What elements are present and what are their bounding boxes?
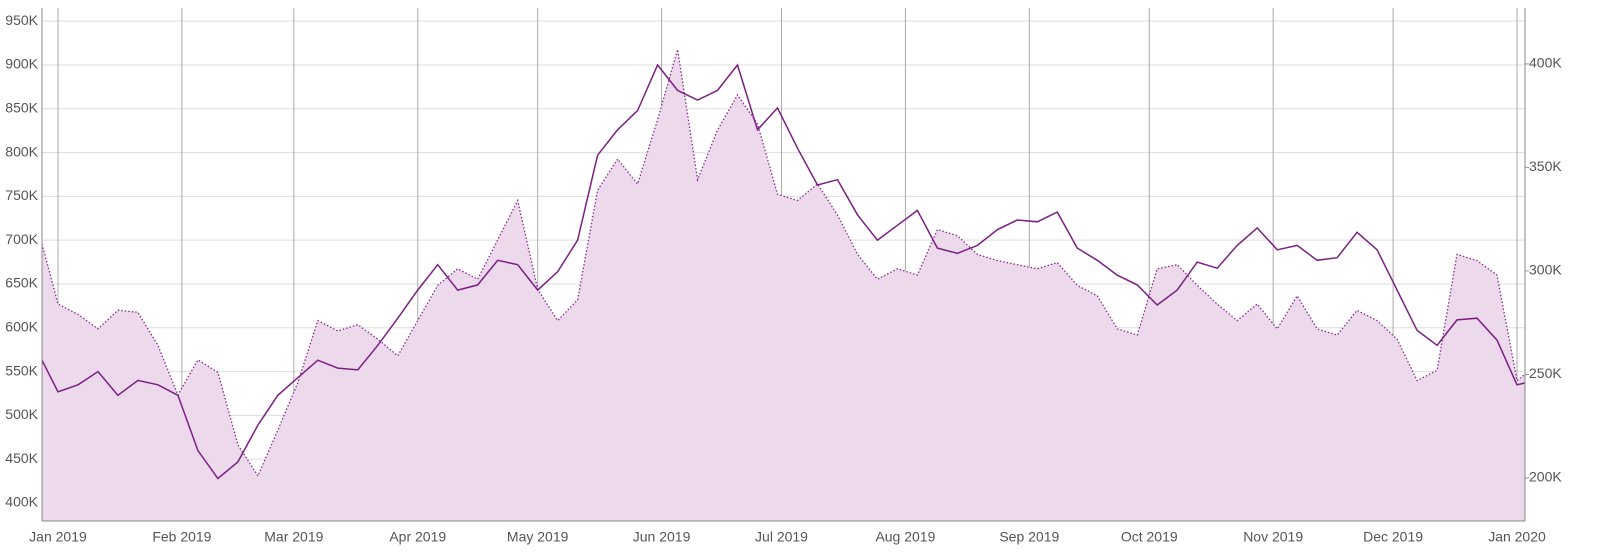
- y2-tick-label: 300K: [1529, 262, 1562, 278]
- y-tick-label: 900K: [5, 56, 38, 72]
- y-tick-label: 500K: [5, 406, 38, 422]
- y-tick-label: 600K: [5, 319, 38, 335]
- y-tick-label: 950K: [5, 12, 38, 28]
- x-tick-label: Jul 2019: [755, 529, 808, 545]
- y-tick-label: 400K: [5, 494, 38, 510]
- x-tick-label: Mar 2019: [264, 529, 323, 545]
- y2-tick-label: 250K: [1529, 365, 1562, 381]
- y2-tick-label: 400K: [1529, 55, 1562, 71]
- x-tick-label: Aug 2019: [875, 529, 935, 545]
- y-tick-label: 800K: [5, 143, 38, 159]
- x-tick-label: Nov 2019: [1243, 529, 1303, 545]
- x-tick-label: Oct 2019: [1121, 529, 1178, 545]
- x-tick-label: Apr 2019: [389, 529, 446, 545]
- y2-tick-label: 200K: [1529, 469, 1562, 485]
- y-tick-label: 850K: [5, 99, 38, 115]
- y-tick-label: 700K: [5, 231, 38, 247]
- y-tick-label: 750K: [5, 187, 38, 203]
- area: [42, 49, 1525, 522]
- x-tick-label: Dec 2019: [1363, 529, 1423, 545]
- y-tick-label: 550K: [5, 362, 38, 378]
- y2-tick-label: 350K: [1529, 158, 1562, 174]
- line: [41, 49, 1526, 478]
- y-tick-label: 650K: [5, 275, 38, 291]
- x-tick-label: Sep 2019: [999, 529, 1059, 545]
- line: [41, 63, 1526, 480]
- y-tick-label: 450K: [5, 450, 38, 466]
- x-tick-label: Jan 2019: [29, 529, 87, 545]
- x-tick-label: Jan 2020: [1488, 529, 1546, 545]
- x-tick-label: May 2019: [507, 529, 569, 545]
- x-tick-label: Jun 2019: [633, 529, 691, 545]
- x-tick-label: Feb 2019: [152, 529, 211, 545]
